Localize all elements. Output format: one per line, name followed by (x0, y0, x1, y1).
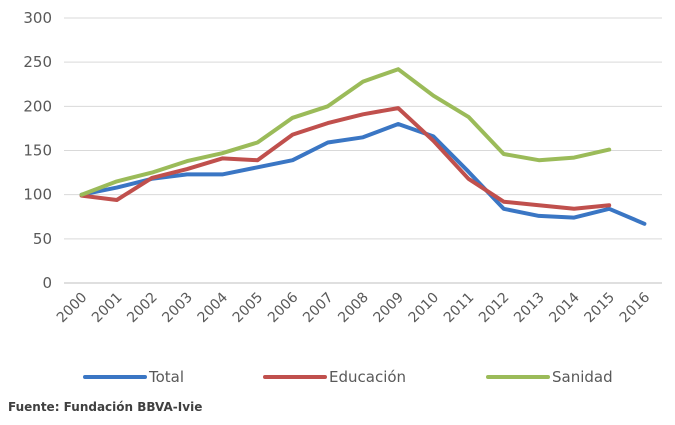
y-tick-label: 250 (23, 53, 52, 71)
x-tick-label: 2004 (195, 289, 232, 326)
x-tick-label: 2012 (476, 290, 513, 327)
legend: Total Educación Sanidad (83, 368, 613, 386)
y-tick-label: 200 (23, 97, 52, 115)
grid-lines (64, 17, 662, 284)
legend-label-total: Total (148, 368, 184, 386)
x-tick-label: 2005 (230, 290, 267, 327)
x-tick-label: 2008 (335, 290, 372, 327)
x-tick-label: 2011 (441, 290, 478, 327)
legend-label-sanidad: Sanidad (552, 368, 613, 386)
x-tick-label: 2001 (89, 290, 126, 327)
series-line-educaci-n (79, 106, 612, 211)
y-tick-label: 50 (33, 230, 52, 248)
x-tick-label: 2016 (617, 289, 654, 326)
y-tick-label: 150 (23, 142, 52, 160)
y-axis-ticks: 0 50 100 150 200 250 300 (23, 9, 52, 292)
x-tick-label: 2002 (124, 290, 161, 327)
y-tick-label: 100 (23, 186, 52, 204)
source-note: Fuente: Fundación BBVA-Ivie (8, 400, 203, 414)
series-lines (79, 67, 647, 226)
x-tick-label: 2000 (54, 290, 91, 327)
x-tick-label: 2010 (406, 290, 443, 327)
y-tick-label: 0 (42, 274, 52, 292)
y-tick-label: 300 (23, 9, 52, 27)
x-tick-label: 2014 (546, 289, 583, 326)
x-tick-label: 2006 (265, 289, 302, 326)
series-line-sanidad (79, 67, 612, 197)
x-tick-label: 2003 (159, 290, 196, 327)
legend-label-educaci-n: Educación (329, 368, 406, 386)
series-line-total (79, 122, 647, 226)
x-tick-label: 2015 (582, 290, 619, 327)
x-tick-label: 2007 (300, 290, 337, 327)
x-axis-ticks: 2000200120022003200420052006200720082009… (54, 289, 653, 326)
x-tick-label: 2013 (511, 290, 548, 327)
x-tick-label: 2009 (370, 290, 407, 327)
